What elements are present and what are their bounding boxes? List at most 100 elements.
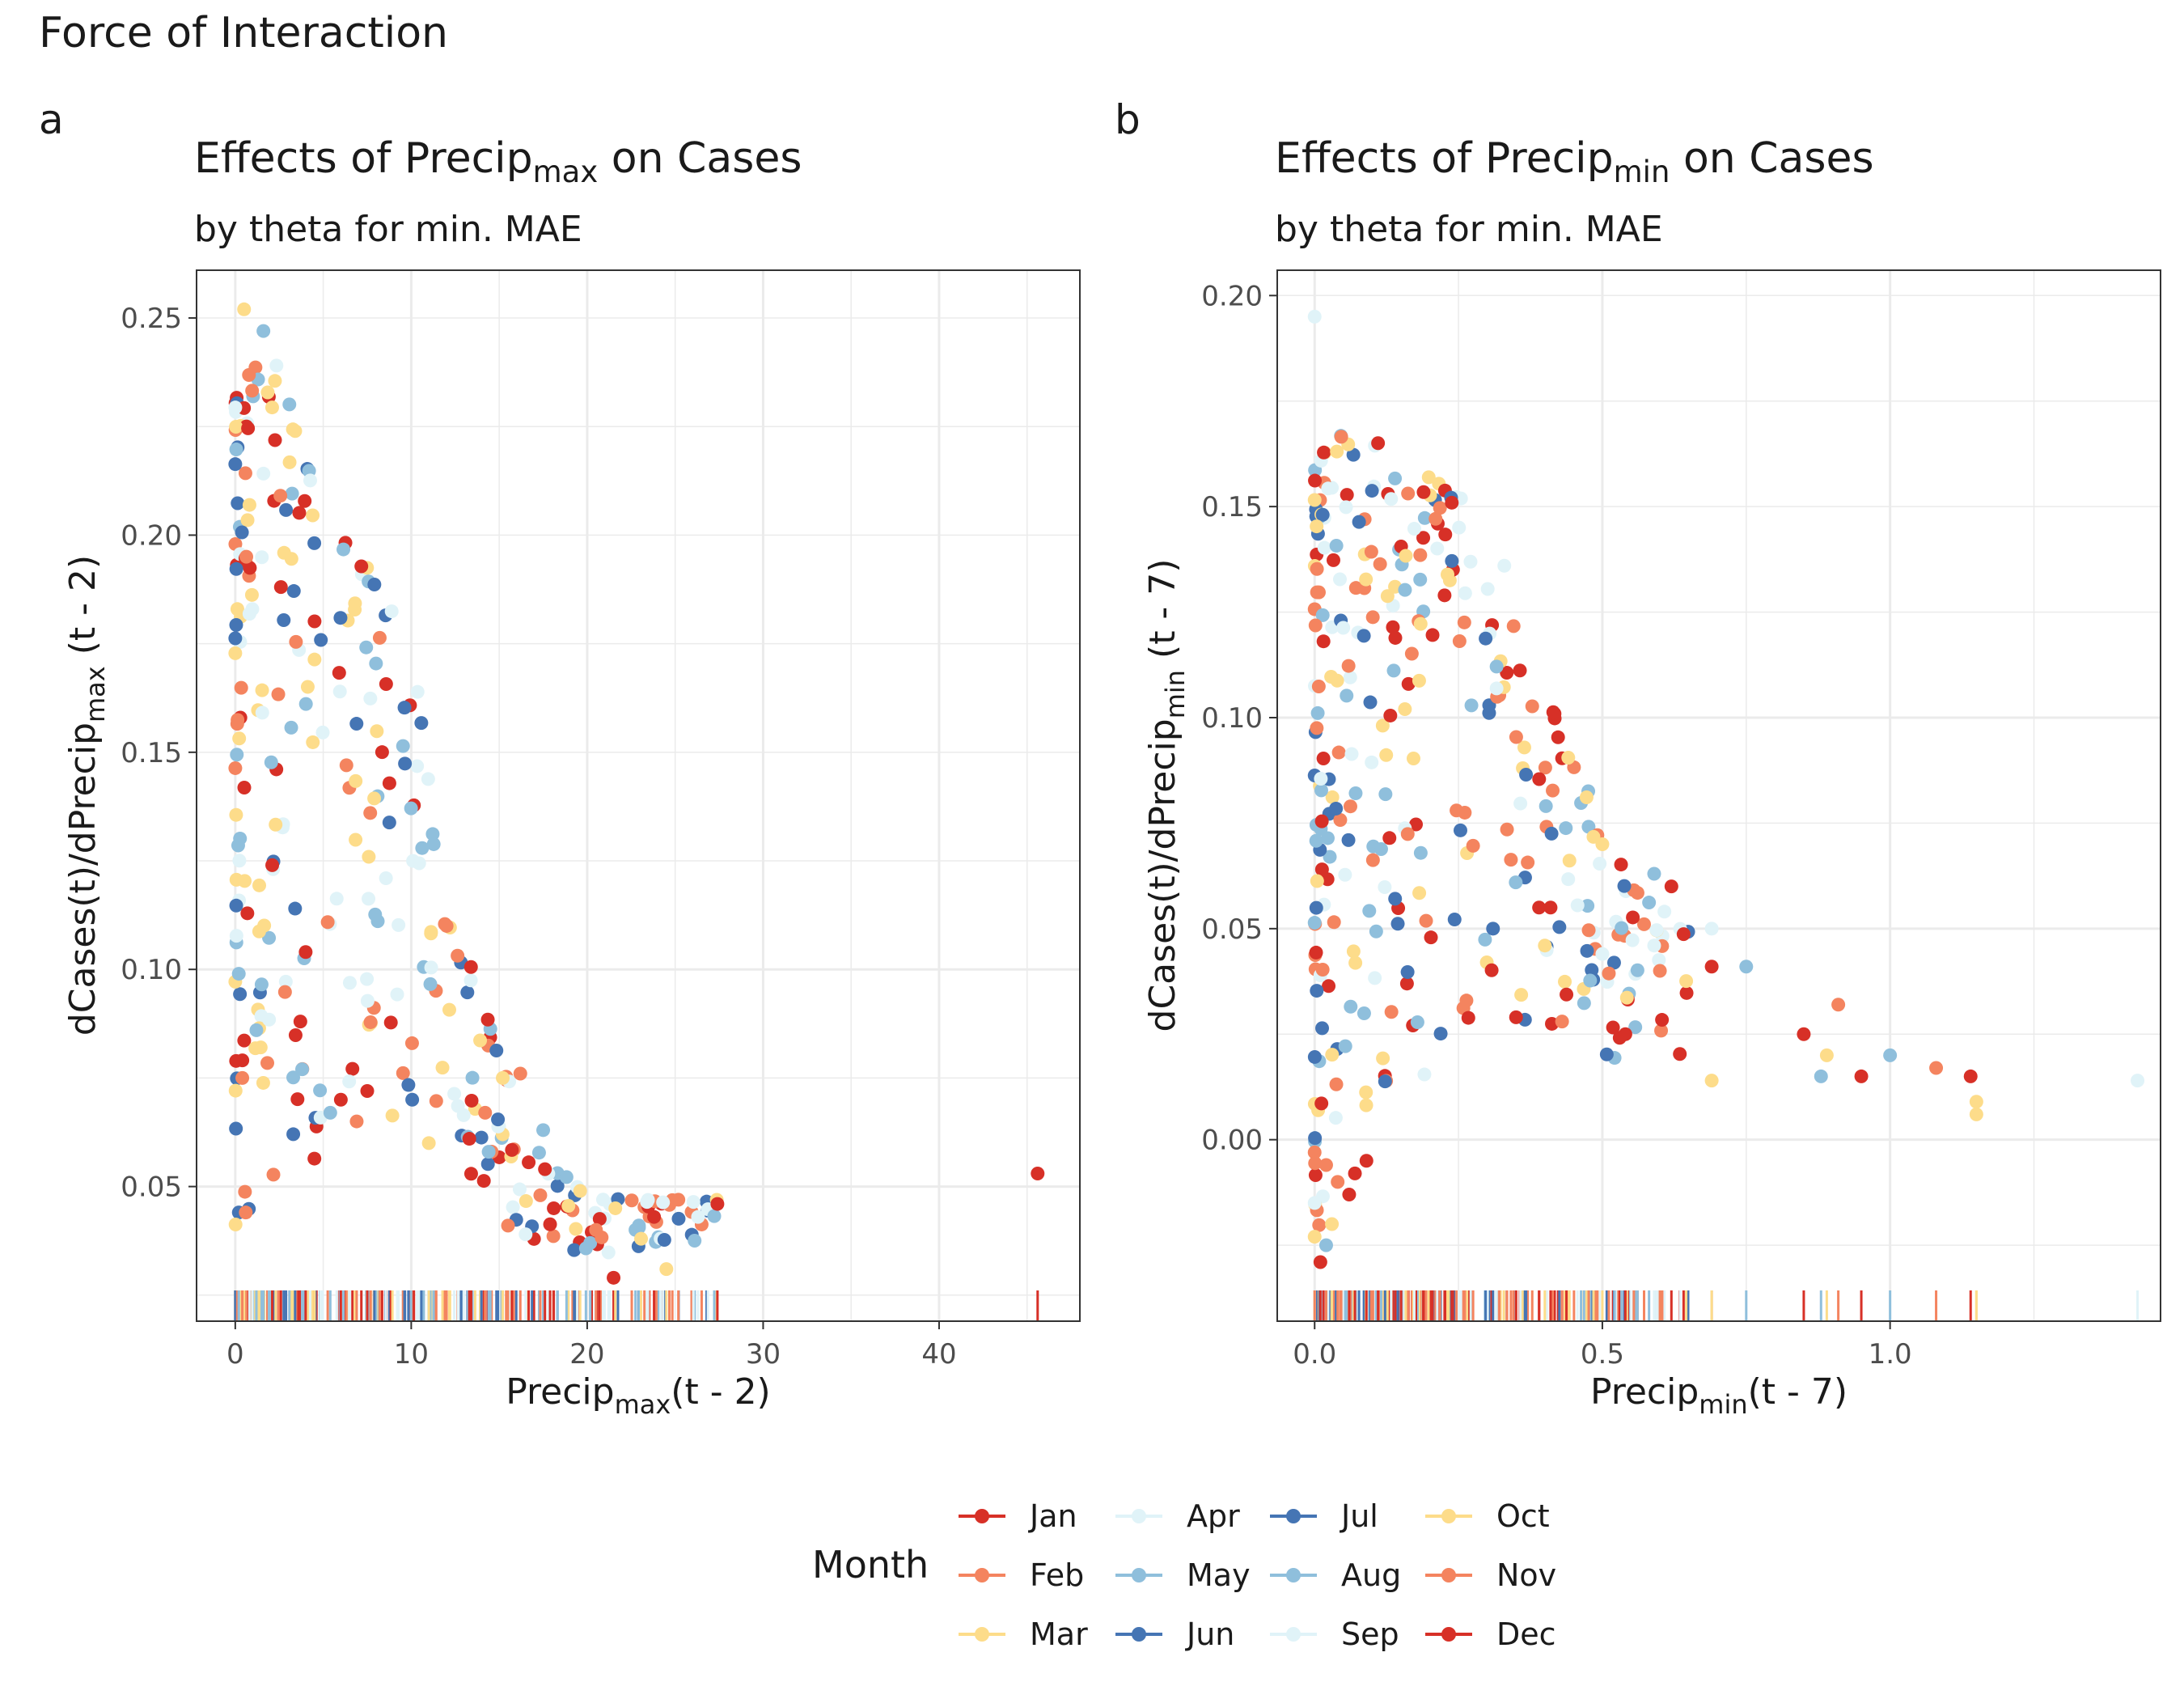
data-point-aug xyxy=(323,1105,337,1120)
data-point-apr xyxy=(1513,796,1528,811)
legend-title: Month xyxy=(812,1543,929,1587)
data-point-may xyxy=(1386,663,1401,678)
x-axis: 0 10 20 30 40 xyxy=(226,1321,957,1371)
data-point-feb xyxy=(235,1070,250,1085)
data-point-nov xyxy=(1318,1158,1333,1172)
data-point-oct xyxy=(1969,1095,1983,1109)
data-point-oct xyxy=(288,424,303,439)
legend-point xyxy=(1441,1509,1456,1523)
data-point-jan xyxy=(1416,531,1431,545)
data-point-dec xyxy=(505,1142,519,1157)
data-point-aug xyxy=(1357,1006,1371,1021)
data-point-aug xyxy=(233,831,248,845)
data-point-nov xyxy=(1311,679,1326,693)
data-point-jul xyxy=(1433,1027,1448,1041)
data-point-oct xyxy=(349,833,363,847)
data-point-oct xyxy=(1310,519,1324,534)
data-point-mar xyxy=(348,596,362,611)
data-point-apr xyxy=(232,854,247,868)
data-point-jul xyxy=(491,1112,506,1127)
data-point-jul xyxy=(1329,801,1344,816)
data-point-dec xyxy=(290,1092,305,1107)
data-point-jun xyxy=(279,502,294,517)
data-point-oct xyxy=(362,850,376,864)
data-point-mar xyxy=(1348,955,1363,970)
data-point-apr xyxy=(1463,554,1478,569)
data-point-feb xyxy=(1653,964,1667,978)
data-point-jan xyxy=(1314,862,1329,877)
data-point-apr xyxy=(456,1108,471,1122)
data-point-mar xyxy=(244,587,259,602)
data-point-sep xyxy=(1647,938,1661,953)
data-point-feb xyxy=(1364,544,1378,559)
legend-label: Jan xyxy=(1028,1498,1077,1534)
data-point-may xyxy=(1348,786,1363,800)
data-point-nov xyxy=(289,634,303,649)
data-point-may xyxy=(284,720,298,735)
data-point-jun xyxy=(1365,484,1379,498)
data-point-jun xyxy=(1580,943,1594,958)
data-point-mar xyxy=(1969,1107,1983,1121)
data-point-dec xyxy=(1326,553,1340,567)
data-point-may xyxy=(336,542,351,557)
y-axis-title: dCases(t)/dPrecipmax (t - 2) xyxy=(62,555,111,1036)
data-point-dec xyxy=(1383,708,1398,722)
data-point-aug xyxy=(1577,996,1591,1011)
data-point-nov xyxy=(396,1066,410,1080)
data-point-jul xyxy=(314,633,328,647)
data-point-oct xyxy=(268,374,282,388)
data-point-jun xyxy=(1341,833,1356,847)
data-point-jul xyxy=(1479,631,1493,646)
data-point-apr xyxy=(1307,309,1322,324)
data-point-apr xyxy=(1480,582,1495,596)
data-point-oct xyxy=(569,1222,583,1236)
data-point-sep xyxy=(269,358,284,373)
data-point-sep xyxy=(595,1193,610,1207)
data-point-jan xyxy=(307,614,322,629)
data-point-aug xyxy=(536,1123,551,1138)
data-point-oct xyxy=(228,1083,243,1098)
data-point-oct xyxy=(367,791,382,806)
data-point-dec xyxy=(382,776,396,790)
data-point-feb xyxy=(1373,557,1387,571)
data-point-jun xyxy=(333,611,348,625)
data-point-feb xyxy=(1310,721,1324,735)
data-point-dec xyxy=(1513,663,1527,678)
data-point-nov xyxy=(228,761,243,775)
data-point-feb xyxy=(239,1205,253,1220)
data-point-jun xyxy=(229,1121,243,1136)
data-point-apr xyxy=(1595,947,1610,961)
data-point-apr xyxy=(447,1087,462,1101)
data-point-aug xyxy=(1310,705,1325,720)
data-point-jan xyxy=(1308,473,1323,488)
data-point-mar xyxy=(1440,567,1454,582)
data-point-apr xyxy=(1314,772,1328,786)
data-point-sep xyxy=(228,400,243,415)
legend-point xyxy=(1132,1509,1146,1523)
data-point-feb xyxy=(1458,805,1472,820)
data-point-mar xyxy=(435,1061,450,1075)
data-point-jul xyxy=(349,717,364,731)
data-point-jul xyxy=(277,612,291,627)
data-point-dec xyxy=(1963,1069,1978,1083)
data-point-oct xyxy=(1412,673,1426,688)
data-point-aug xyxy=(264,755,278,769)
data-point-nov xyxy=(1466,838,1480,853)
data-point-sep xyxy=(1378,880,1392,895)
data-point-mar xyxy=(229,419,243,434)
data-point-mar xyxy=(229,807,243,822)
data-point-sep xyxy=(1489,681,1504,696)
data-point-jul xyxy=(567,1243,582,1257)
data-point-aug xyxy=(298,697,313,711)
data-point-jan xyxy=(1425,628,1440,642)
data-point-jan xyxy=(480,1012,495,1027)
data-point-jan xyxy=(379,677,393,692)
data-point-jan xyxy=(1388,630,1403,645)
x-tick-label: 30 xyxy=(746,1338,781,1371)
data-point-mar xyxy=(1375,718,1390,733)
y-tick-label: 0.05 xyxy=(1201,913,1263,946)
data-point-feb xyxy=(546,1229,561,1244)
data-point-feb xyxy=(1929,1061,1944,1075)
x-axis-title: Precipmin(t - 7) xyxy=(1590,1371,1848,1420)
data-point-nov xyxy=(1521,855,1535,870)
